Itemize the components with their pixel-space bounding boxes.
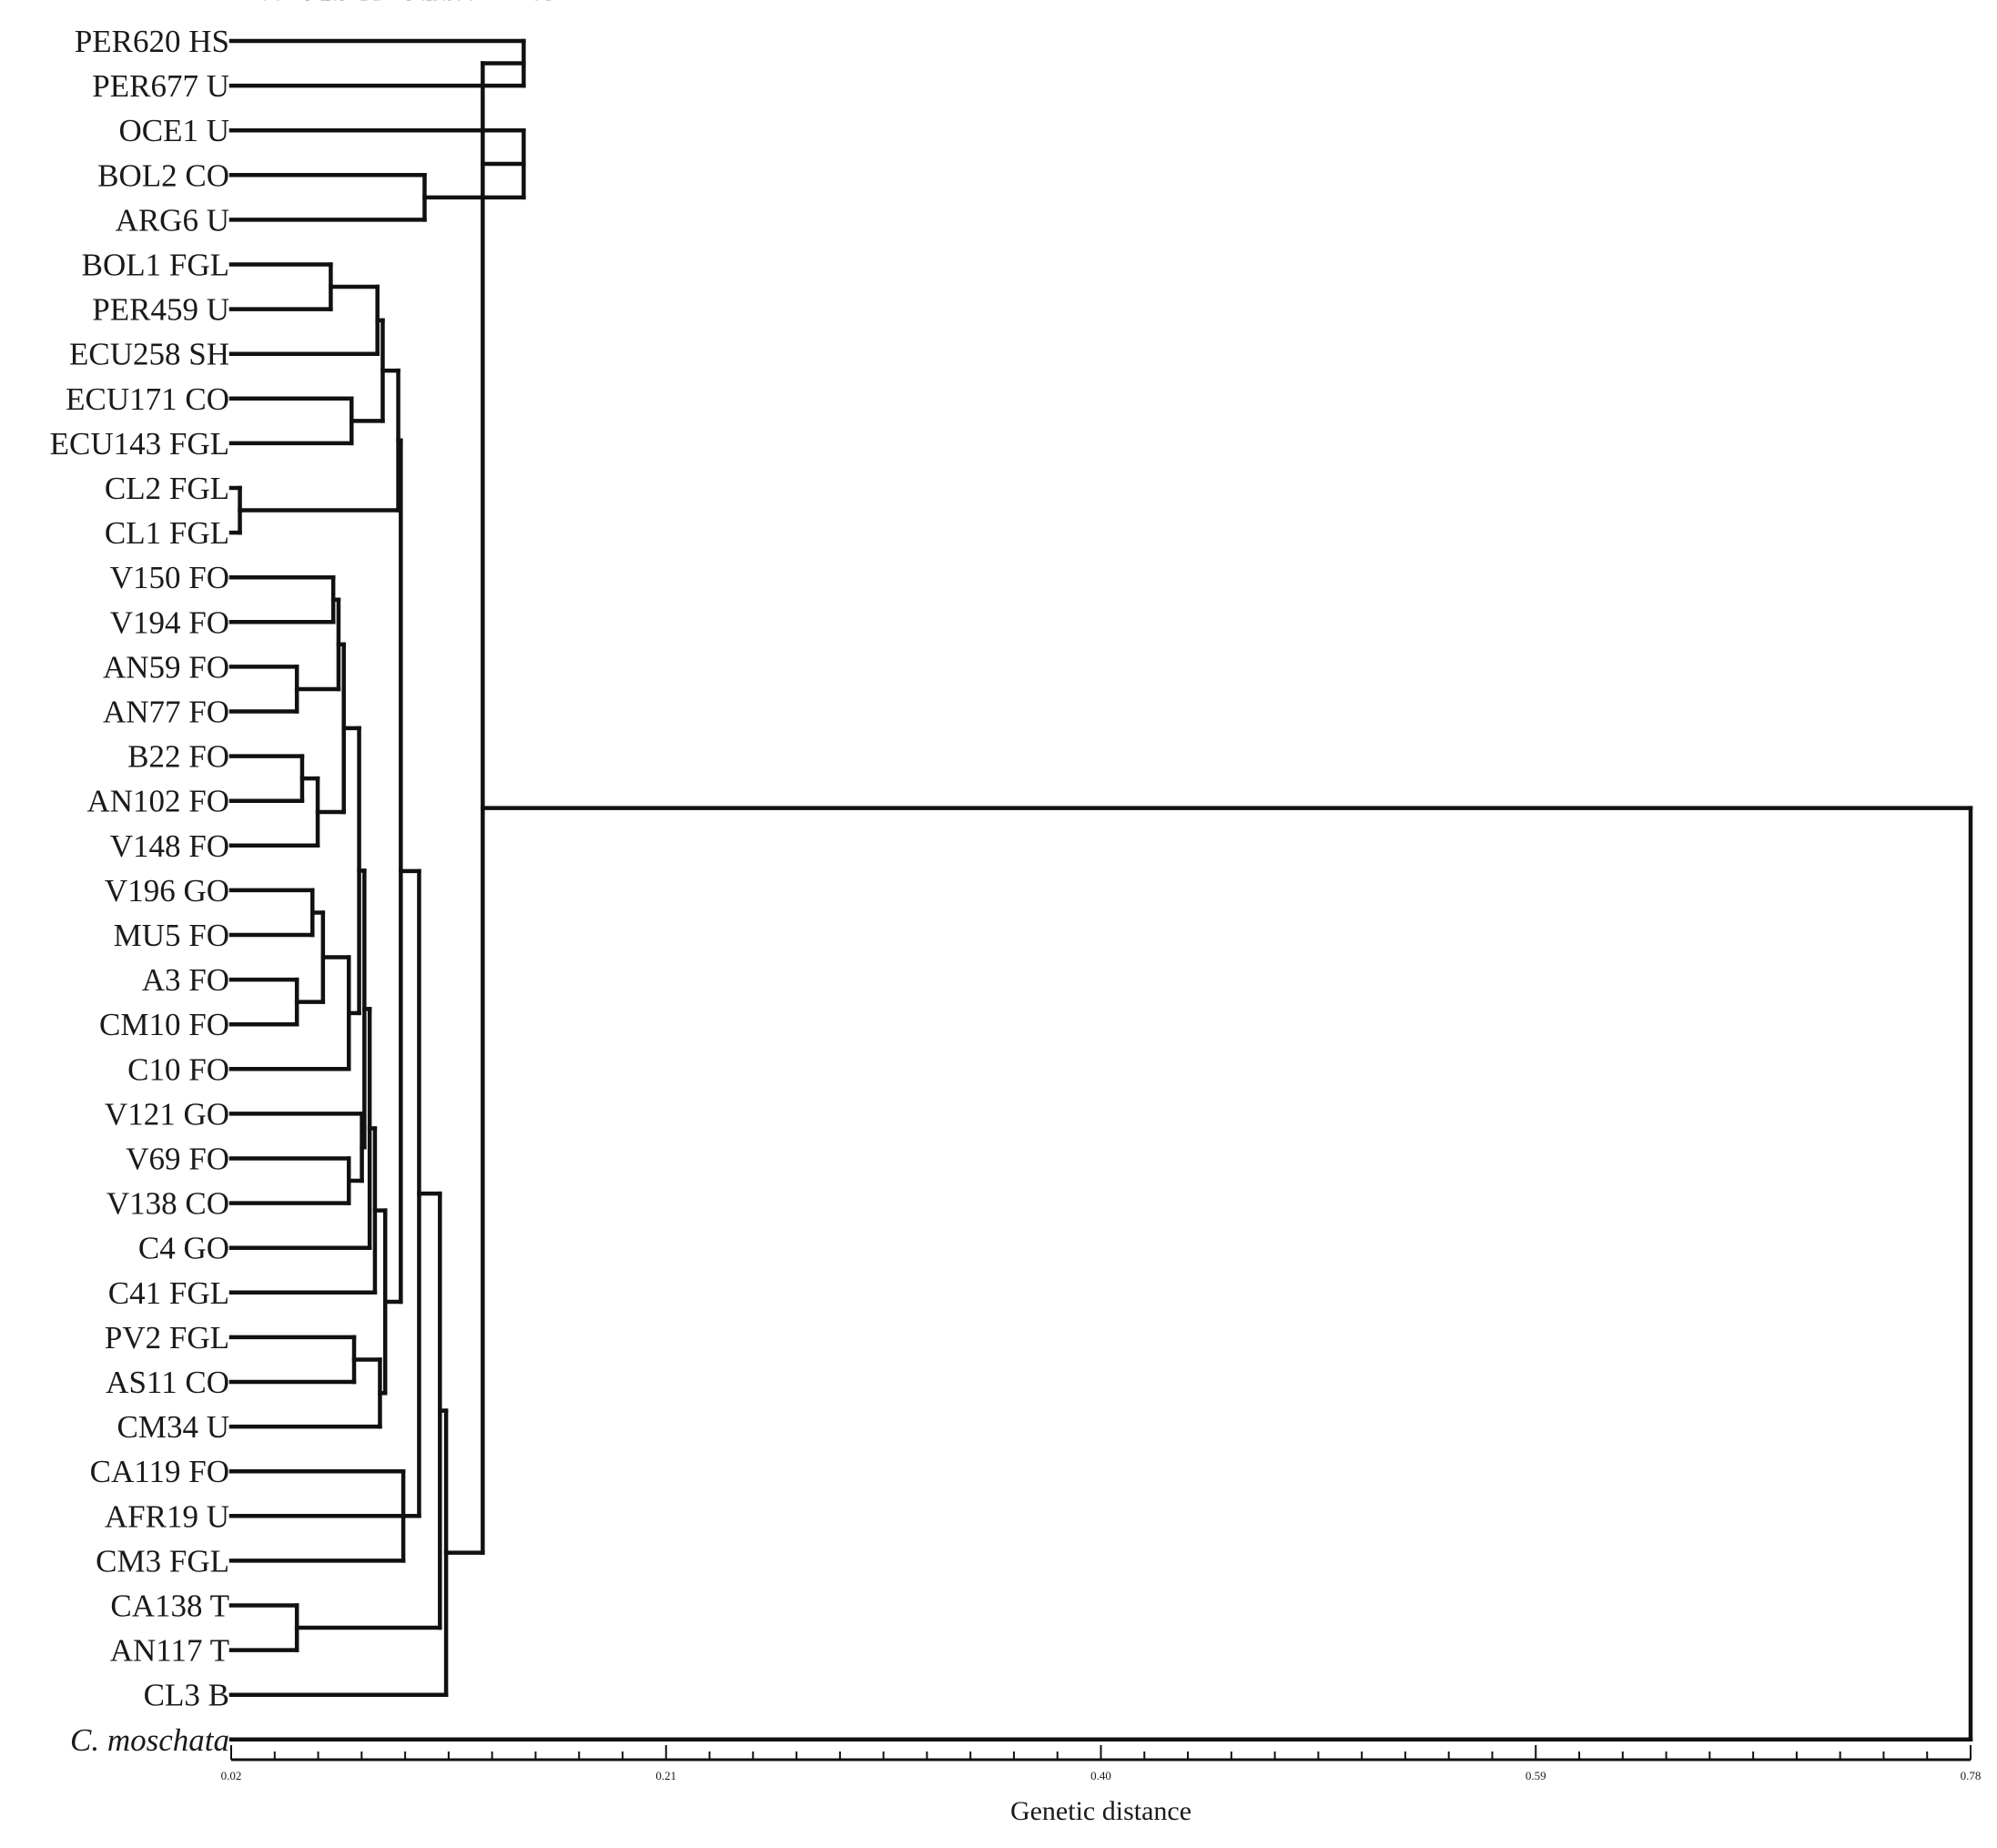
support-value: 50	[323, 0, 350, 6]
leaf-label: AN59 FO	[103, 649, 229, 685]
leaf-label: C4 GO	[138, 1231, 229, 1266]
branch-group	[228, 38, 1973, 1742]
leaf-label: C. moschata	[70, 1722, 229, 1758]
support-value-group: 9863929970100509773505491715078501006077	[246, 0, 556, 6]
x-tick-label: 0.78	[1961, 1769, 1982, 1782]
leaf-label: BOL1 FGL	[82, 248, 229, 283]
leaf-label: PER620 HS	[75, 24, 229, 59]
support-value: 77	[488, 0, 514, 6]
support-value: 50	[360, 0, 386, 6]
leaf-label: B22 FO	[127, 739, 229, 775]
leaf-label: ARG6 U	[116, 202, 229, 238]
leaf-label: CL2 FGL	[105, 471, 229, 506]
support-value: 78	[409, 0, 435, 6]
support-value: 63	[529, 0, 555, 6]
leaf-label: ECU258 SH	[69, 337, 229, 372]
support-value: 92	[336, 0, 362, 6]
leaf-label: V196 GO	[105, 873, 229, 909]
leaf-label: AFR19 U	[105, 1498, 229, 1534]
support-value: 54	[318, 0, 345, 6]
leaf-label: ECU171 CO	[66, 381, 229, 417]
support-value: 70	[388, 0, 414, 6]
leaf-label: PV2 FGL	[105, 1320, 229, 1356]
leaf-label: CA119 FO	[90, 1454, 229, 1489]
leaf-label: V121 GO	[105, 1096, 229, 1132]
support-value: 91	[302, 0, 329, 6]
support-value: 97	[302, 0, 329, 6]
support-value: 60	[451, 0, 478, 6]
leaf-label: BOL2 CO	[97, 157, 229, 193]
leaf-label: AN77 FO	[103, 695, 229, 730]
leaf-label: AN102 FO	[86, 784, 229, 819]
leaf-label: V138 CO	[106, 1186, 229, 1222]
support-value: 50	[424, 0, 451, 6]
support-value: 98	[430, 0, 456, 6]
leaf-label: V148 FO	[110, 828, 229, 864]
x-tick-label: 0.21	[655, 1769, 676, 1782]
leaf-label: MU5 FO	[114, 918, 229, 953]
x-axis-title: Genetic distance	[1010, 1796, 1191, 1826]
x-tick-label: 0.40	[1090, 1769, 1111, 1782]
leaf-label: V150 FO	[110, 560, 229, 595]
leaf-label: V69 FO	[126, 1142, 229, 1177]
support-value: 100	[302, 0, 342, 6]
leaf-label: A3 FO	[142, 962, 229, 998]
distance-axis: Genetic distance 0.02 0.21 0.40 0.59 0.78	[221, 1745, 1982, 1826]
support-value: 73	[308, 0, 334, 6]
leaf-label: CM3 FGL	[96, 1543, 229, 1579]
x-tick-label: 0.02	[221, 1769, 242, 1782]
support-value: 100	[246, 0, 286, 6]
leaf-label: OCE1 U	[118, 113, 229, 148]
leaf-label: CL1 FGL	[105, 515, 229, 551]
leaf-label: ECU143 FGL	[50, 426, 229, 462]
x-tick-label: 0.59	[1526, 1769, 1546, 1782]
leaf-label: CM34 U	[117, 1409, 230, 1445]
leaf-label: PER459 U	[92, 292, 229, 328]
leaf-label: C41 FGL	[108, 1275, 229, 1311]
leaf-label-group: PER620 HS PER677 U OCE1 U BOL2 CO ARG6 U BOL1…	[50, 24, 233, 1758]
leaf-label: AN117 T	[110, 1633, 229, 1669]
support-value: 71	[354, 0, 380, 6]
leaf-label: CM10 FO	[99, 1007, 229, 1042]
leaf-label: AS11 CO	[106, 1365, 229, 1400]
leaf-label: PER677 U	[92, 68, 229, 104]
leaf-label: CA138 T	[110, 1589, 229, 1624]
leaf-label: C10 FO	[127, 1051, 229, 1087]
support-value: 99	[357, 0, 383, 6]
leaf-label: CL3 B	[144, 1678, 229, 1713]
support-value: 50	[404, 0, 431, 6]
leaf-label: V194 FO	[110, 604, 229, 640]
